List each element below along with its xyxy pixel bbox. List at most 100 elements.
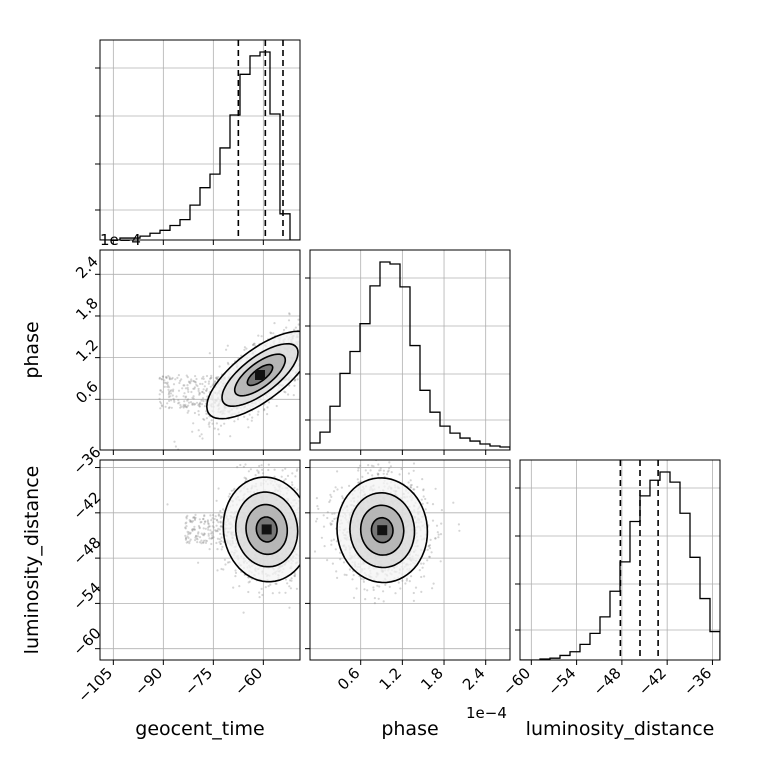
sample-point bbox=[194, 375, 197, 378]
sample-point bbox=[307, 530, 309, 532]
sample-point bbox=[421, 566, 424, 569]
sample-point bbox=[213, 381, 216, 384]
sample-point bbox=[355, 587, 358, 590]
sample-point bbox=[179, 403, 182, 407]
sample-point bbox=[193, 517, 197, 520]
sample-point bbox=[260, 335, 263, 338]
sample-point bbox=[376, 473, 380, 476]
sample-point bbox=[198, 518, 201, 521]
sample-point bbox=[216, 377, 219, 380]
sample-point bbox=[186, 388, 190, 391]
sample-point bbox=[184, 538, 187, 541]
sample-point bbox=[200, 433, 203, 436]
sample-point bbox=[281, 469, 284, 472]
sample-point bbox=[215, 541, 218, 545]
sample-point bbox=[301, 558, 303, 560]
sample-point bbox=[202, 377, 205, 380]
sample-point bbox=[303, 352, 305, 354]
sample-point bbox=[205, 387, 209, 390]
sample-point bbox=[303, 365, 305, 367]
sample-point bbox=[398, 473, 401, 476]
sample-point bbox=[209, 385, 212, 388]
sample-point bbox=[261, 593, 264, 597]
sample-point bbox=[186, 535, 189, 538]
sample-point bbox=[333, 316, 335, 318]
sample-point bbox=[303, 521, 305, 523]
sample-point bbox=[429, 538, 432, 542]
sample-point bbox=[291, 483, 294, 486]
sample-point bbox=[191, 528, 194, 531]
sample-point bbox=[220, 567, 223, 571]
sample-point bbox=[205, 412, 208, 415]
sample-point bbox=[362, 580, 365, 583]
sample-point bbox=[217, 514, 220, 517]
sample-point bbox=[273, 468, 276, 471]
sample-point bbox=[267, 468, 270, 472]
sample-point bbox=[313, 529, 315, 531]
sample-point bbox=[197, 410, 200, 413]
sample-point bbox=[352, 574, 355, 577]
sample-point bbox=[199, 521, 202, 524]
sample-point bbox=[192, 387, 195, 390]
sample-point bbox=[207, 525, 210, 528]
histogram-layer bbox=[100, 40, 720, 660]
sample-point bbox=[331, 562, 334, 565]
sample-point bbox=[192, 402, 195, 405]
sample-point bbox=[307, 347, 309, 349]
sample-point bbox=[416, 485, 419, 489]
sample-point bbox=[434, 537, 437, 540]
sample-point bbox=[254, 474, 257, 477]
sample-point bbox=[198, 393, 201, 396]
sample-point bbox=[312, 342, 314, 344]
panel-phase_vs_geocent_time bbox=[158, 309, 335, 450]
sample-point bbox=[422, 424, 424, 426]
sample-point bbox=[159, 407, 162, 410]
sample-point bbox=[179, 406, 182, 409]
sample-point bbox=[315, 542, 317, 544]
sample-point bbox=[171, 394, 174, 397]
sample-point bbox=[428, 547, 432, 550]
sample-point bbox=[322, 309, 324, 311]
sample-point bbox=[335, 570, 338, 573]
sample-point bbox=[379, 469, 382, 472]
sample-point bbox=[257, 410, 260, 413]
sample-point bbox=[458, 529, 461, 532]
sample-point bbox=[312, 571, 314, 573]
sample-point bbox=[422, 489, 425, 492]
sample-point bbox=[293, 328, 296, 331]
sample-point bbox=[190, 390, 193, 394]
density-peak-luminosity_distance_vs_geocent_time bbox=[261, 524, 272, 535]
sample-point bbox=[193, 387, 196, 390]
sample-point bbox=[390, 471, 393, 474]
sample-point bbox=[422, 495, 425, 498]
sample-point bbox=[215, 518, 218, 522]
sample-point bbox=[352, 596, 356, 600]
sample-point bbox=[306, 530, 308, 532]
sample-point bbox=[364, 469, 367, 472]
sample-point bbox=[305, 424, 307, 426]
sample-point bbox=[204, 520, 207, 523]
sample-point bbox=[285, 326, 288, 329]
sample-point bbox=[330, 543, 333, 546]
sample-point bbox=[334, 486, 337, 489]
sample-point bbox=[192, 516, 195, 519]
sample-point bbox=[163, 381, 166, 384]
sample-point bbox=[198, 536, 202, 539]
sample-point bbox=[301, 521, 303, 523]
sample-point bbox=[321, 345, 323, 347]
sample-point bbox=[203, 385, 206, 388]
sample-point bbox=[264, 586, 267, 589]
sample-point bbox=[333, 517, 336, 521]
sample-point bbox=[195, 377, 198, 381]
sample-point bbox=[203, 405, 207, 408]
sample-point bbox=[197, 413, 200, 416]
sample-point bbox=[183, 392, 186, 395]
sample-point bbox=[167, 407, 171, 410]
sample-point bbox=[307, 551, 309, 553]
sample-point bbox=[418, 569, 421, 572]
sample-point bbox=[209, 514, 212, 517]
sample-point bbox=[372, 586, 375, 589]
sample-point bbox=[273, 322, 276, 325]
sample-point bbox=[177, 402, 180, 405]
sample-point bbox=[301, 511, 303, 513]
